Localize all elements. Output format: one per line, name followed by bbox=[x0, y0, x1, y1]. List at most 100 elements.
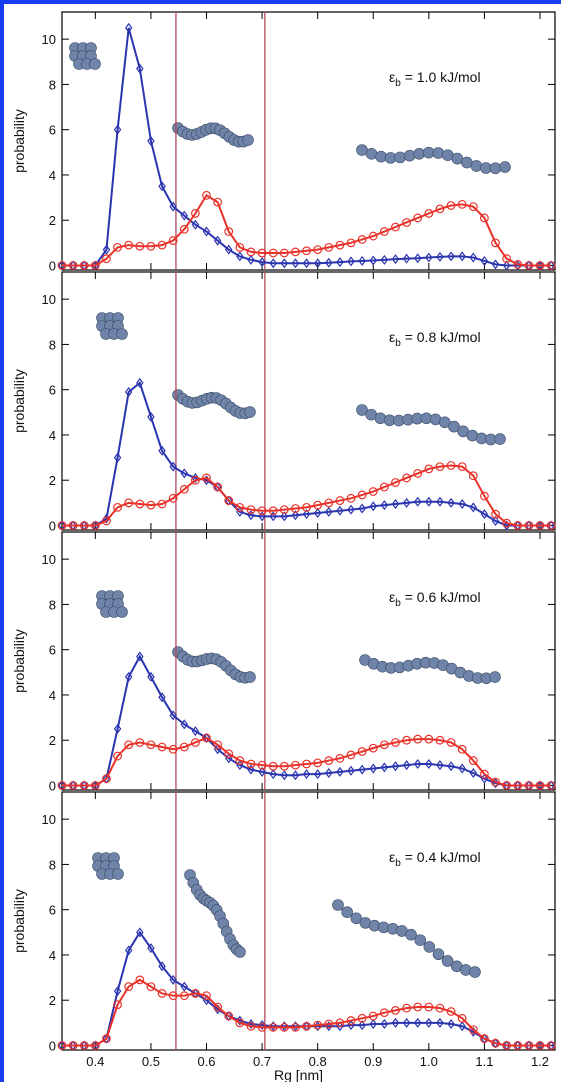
circle-marker bbox=[190, 475, 200, 485]
circle-marker bbox=[413, 213, 423, 223]
molecule-bead bbox=[414, 934, 427, 946]
diamond-marker bbox=[291, 770, 300, 781]
circle-marker bbox=[391, 478, 400, 487]
circle-marker bbox=[346, 493, 356, 503]
circle-marker bbox=[213, 482, 223, 492]
circle-marker bbox=[202, 473, 211, 483]
annotation-symbol: ε bbox=[389, 329, 395, 345]
circle-marker bbox=[113, 242, 122, 252]
circle-marker bbox=[157, 240, 167, 250]
circle-marker bbox=[457, 744, 467, 754]
molecule-bead bbox=[470, 160, 483, 172]
circle-marker bbox=[513, 521, 523, 530]
panel: 0 2 4 6 8 10 probability εb = 0.8 kJ/mol bbox=[11, 271, 556, 533]
circle-marker bbox=[435, 462, 445, 472]
circle-marker bbox=[424, 464, 434, 474]
circle-marker bbox=[402, 1003, 411, 1013]
diamond-marker bbox=[313, 508, 322, 519]
diamond-marker bbox=[169, 974, 177, 985]
circle-marker bbox=[135, 499, 145, 509]
molecule-bead bbox=[432, 147, 445, 159]
x-tick-label: 1.2 bbox=[531, 1054, 549, 1069]
y-axis-label: probability bbox=[11, 629, 27, 693]
circle-marker bbox=[179, 484, 189, 494]
circle-marker bbox=[268, 1022, 278, 1032]
circle-marker bbox=[379, 740, 389, 750]
circle-marker bbox=[535, 781, 545, 790]
circle-marker bbox=[379, 1008, 389, 1018]
circle-marker bbox=[79, 261, 89, 270]
circle-marker bbox=[246, 247, 256, 257]
circle-marker bbox=[179, 742, 189, 752]
diamond-marker bbox=[336, 1021, 344, 1032]
diamond-marker bbox=[402, 760, 411, 771]
diamond-marker bbox=[313, 769, 322, 780]
circle-marker bbox=[346, 750, 356, 760]
y-tick-label: 8 bbox=[49, 857, 56, 872]
circle-marker bbox=[368, 487, 378, 496]
plot-frame bbox=[61, 11, 556, 271]
circle-marker bbox=[279, 505, 289, 515]
y-tick-label: 0 bbox=[49, 1038, 56, 1053]
plot-frame bbox=[61, 531, 556, 791]
diamond-marker bbox=[213, 235, 222, 246]
diamond-marker bbox=[269, 258, 277, 269]
diamond-marker bbox=[458, 498, 466, 509]
circle-marker bbox=[435, 1003, 445, 1013]
diamond-marker bbox=[369, 1018, 378, 1029]
diamond-marker bbox=[302, 258, 311, 269]
annotation: εb = 0.4 kJ/mol bbox=[389, 849, 481, 869]
circle-marker bbox=[535, 261, 545, 270]
diamond-marker bbox=[147, 411, 155, 422]
diamond-marker bbox=[202, 226, 211, 237]
circle-marker bbox=[402, 735, 411, 745]
y-tick-label: 6 bbox=[49, 903, 56, 918]
diamond-marker bbox=[469, 502, 478, 513]
molecule-bead bbox=[356, 404, 368, 416]
circle-marker bbox=[491, 777, 500, 787]
diamond-marker bbox=[191, 726, 200, 737]
molecule-bead bbox=[423, 941, 436, 953]
plot-frame bbox=[61, 791, 556, 1051]
molecule-bead bbox=[234, 946, 246, 958]
annotation: εb = 1.0 kJ/mol bbox=[389, 69, 481, 89]
diamond-marker bbox=[302, 509, 311, 520]
diamond-marker bbox=[302, 769, 311, 780]
molecule-bead bbox=[116, 606, 128, 618]
circle-marker bbox=[357, 235, 367, 244]
y-tick-label: 2 bbox=[49, 733, 56, 748]
diamond-marker bbox=[158, 961, 166, 972]
circle-marker bbox=[246, 505, 256, 515]
annotation: εb = 0.6 kJ/mol bbox=[389, 589, 481, 609]
circle-marker bbox=[546, 1041, 556, 1050]
diamond-marker bbox=[102, 244, 111, 255]
circle-marker bbox=[135, 975, 145, 985]
circle-marker bbox=[524, 1041, 534, 1050]
diamond-marker bbox=[258, 766, 266, 777]
diamond-marker bbox=[458, 251, 466, 262]
diamond-marker bbox=[413, 758, 422, 769]
circle-marker bbox=[135, 738, 145, 747]
circle-marker bbox=[279, 248, 289, 258]
molecule-bead bbox=[441, 955, 454, 967]
diamond-marker bbox=[425, 252, 433, 263]
circle-marker bbox=[335, 1018, 345, 1028]
circle-marker bbox=[224, 227, 234, 236]
circle-marker bbox=[124, 240, 134, 250]
diamond-marker bbox=[291, 1021, 300, 1032]
annotation-subscript: b bbox=[395, 78, 401, 89]
diamond-marker bbox=[180, 210, 189, 221]
circle-marker bbox=[302, 759, 311, 769]
circle-marker bbox=[535, 1041, 545, 1050]
circle-marker bbox=[468, 471, 478, 481]
circle-marker bbox=[257, 506, 267, 516]
diamond-marker bbox=[369, 763, 378, 774]
y-tick-label: 0 bbox=[49, 778, 56, 793]
circle-marker bbox=[157, 499, 167, 509]
circle-marker bbox=[68, 261, 78, 270]
circle-marker bbox=[146, 982, 156, 992]
y-tick-label: 4 bbox=[49, 168, 56, 183]
annotation-subscript: b bbox=[395, 598, 401, 609]
diamond-marker bbox=[436, 496, 444, 507]
diamond-marker bbox=[325, 257, 333, 268]
